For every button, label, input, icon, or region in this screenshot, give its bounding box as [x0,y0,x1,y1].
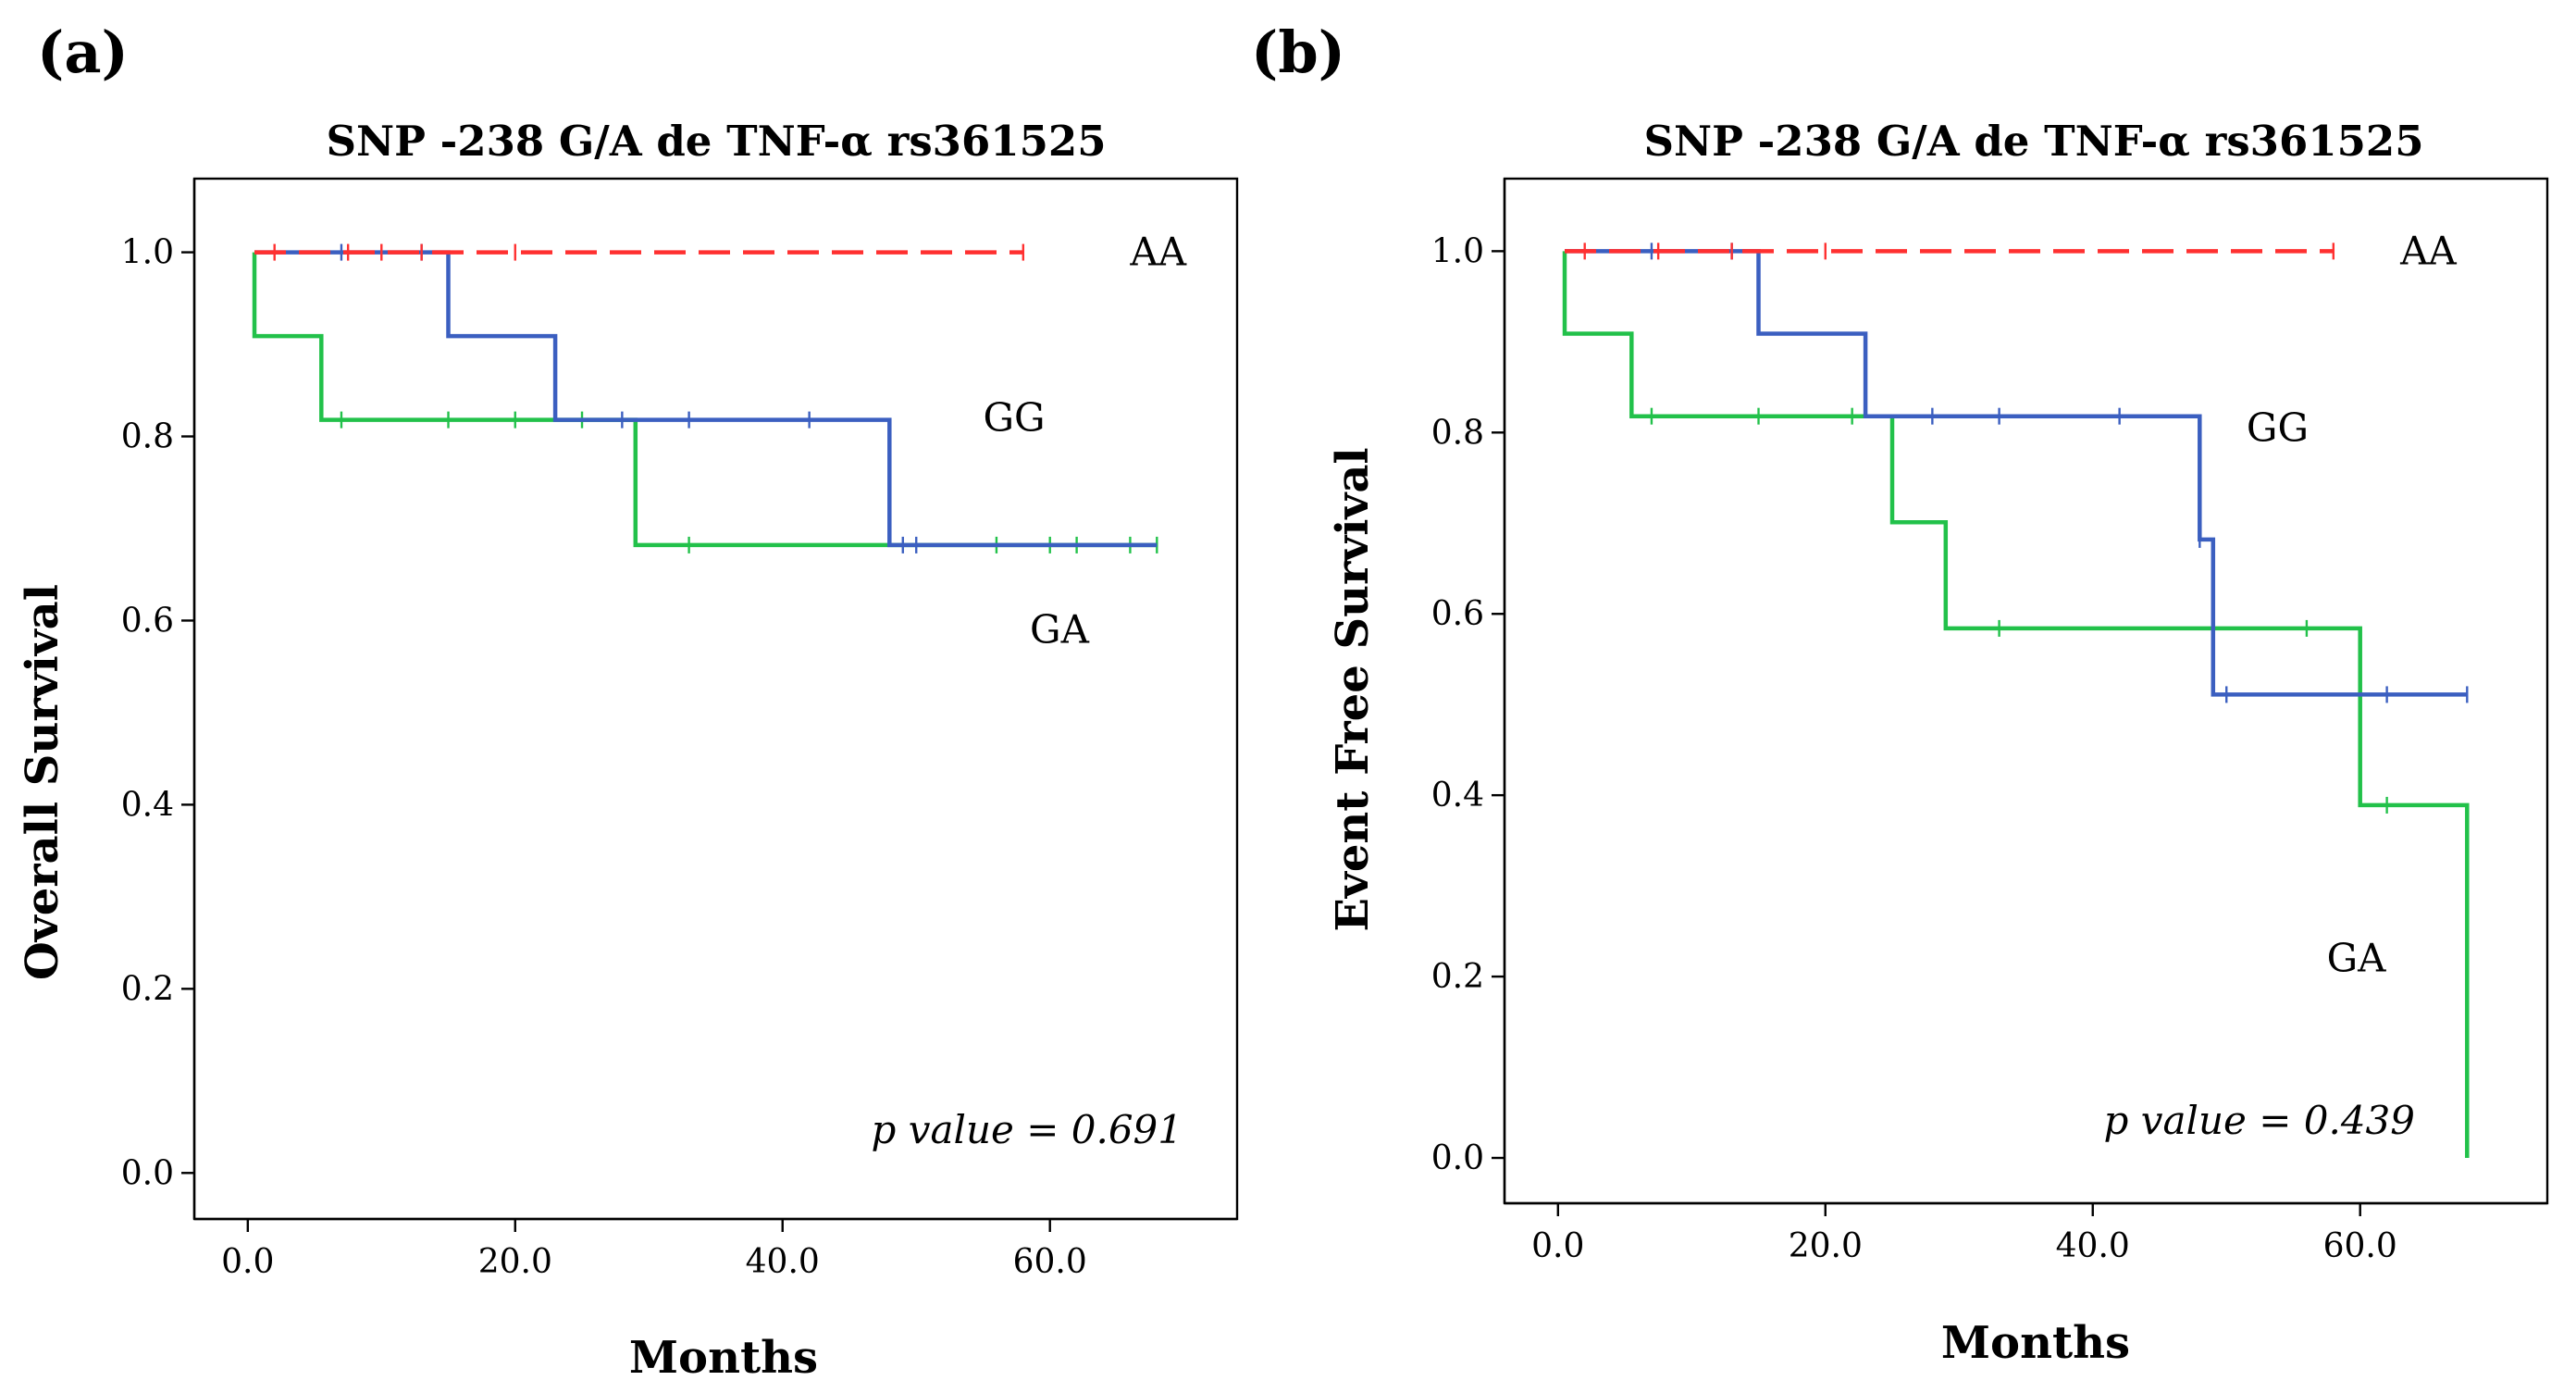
series-ga-label: GA [2327,935,2387,980]
series-gg-line [254,250,1158,548]
x-axis-title: Months [629,1332,818,1384]
panel-label: (a) [37,19,129,86]
series-group: AA GG GA [252,230,1187,652]
series-aa-label: AA [1129,230,1186,275]
y-tick-label: 0.2 [121,970,174,1008]
panel-a: (a) SNP -238 G/A de TNF-α rs361525 0.00.… [17,19,1239,1384]
x-axis-title: Months [1941,1317,2130,1369]
series-ga-line [1562,251,2470,1158]
y-tick-label: 0.8 [1431,414,1484,452]
p-value-annotation: p value = 0.439 [2104,1098,2415,1143]
y-axis-title: Event Free Survival [1327,447,1379,931]
y-tick-label: 0.4 [121,786,174,824]
y-tick-label: 0.0 [121,1154,174,1192]
plot-frame [192,177,1239,1221]
x-tick-label: 40.0 [746,1243,820,1281]
axis-ticks: 0.0 0.2 0.4 0.6 0.8 1.0 0.0 20.0 40.0 60.0 [121,234,1087,1281]
y-tick-label: 0.4 [1431,777,1484,815]
x-tick-label: 20.0 [1789,1227,1863,1265]
y-tick-label: 1.0 [1431,232,1484,270]
y-tick-label: 0.6 [121,602,174,640]
p-value-annotation: p value = 0.691 [872,1107,1183,1152]
series-group: AA GG GA [1562,228,2470,1158]
panel-b: (b) SNP -238 G/A de TNF-α rs361525 0.00.… [1251,19,2549,1369]
y-tick-label: 0.8 [121,418,174,456]
x-tick-label: 0.0 [221,1243,274,1281]
x-tick-label: 60.0 [2323,1227,2397,1265]
series-gg-label: GG [983,395,1045,441]
x-tick-label: 0.0 [1531,1227,1584,1265]
x-tick-label: 40.0 [2056,1227,2130,1265]
series-gg-label: GG [2247,404,2309,450]
chart-title: SNP -238 G/A de TNF-α rs361525 [1643,117,2423,166]
y-tick-label: 1.0 [121,234,174,272]
y-tick-label: 0.0 [1431,1139,1484,1177]
x-tick-label: 60.0 [1013,1243,1087,1281]
series-aa-label: AA [2399,228,2457,273]
y-axis-title: Overall Survival [17,584,68,980]
series-ga-line [252,252,1158,548]
panel-label: (b) [1251,19,1345,86]
x-tick-label: 20.0 [478,1243,552,1281]
series-gg-line [1565,249,2468,697]
y-tick-label: 0.6 [1431,595,1484,633]
axis-ticks: 0.0 0.2 0.4 0.6 0.8 1.0 0.0 20.0 40.0 60.0 [1431,232,2397,1265]
y-tick-label: 0.2 [1431,958,1484,996]
plot-frame [1503,177,2549,1205]
series-ga-label: GA [1030,606,1090,652]
chart-title: SNP -238 G/A de TNF-α rs361525 [326,117,1106,166]
